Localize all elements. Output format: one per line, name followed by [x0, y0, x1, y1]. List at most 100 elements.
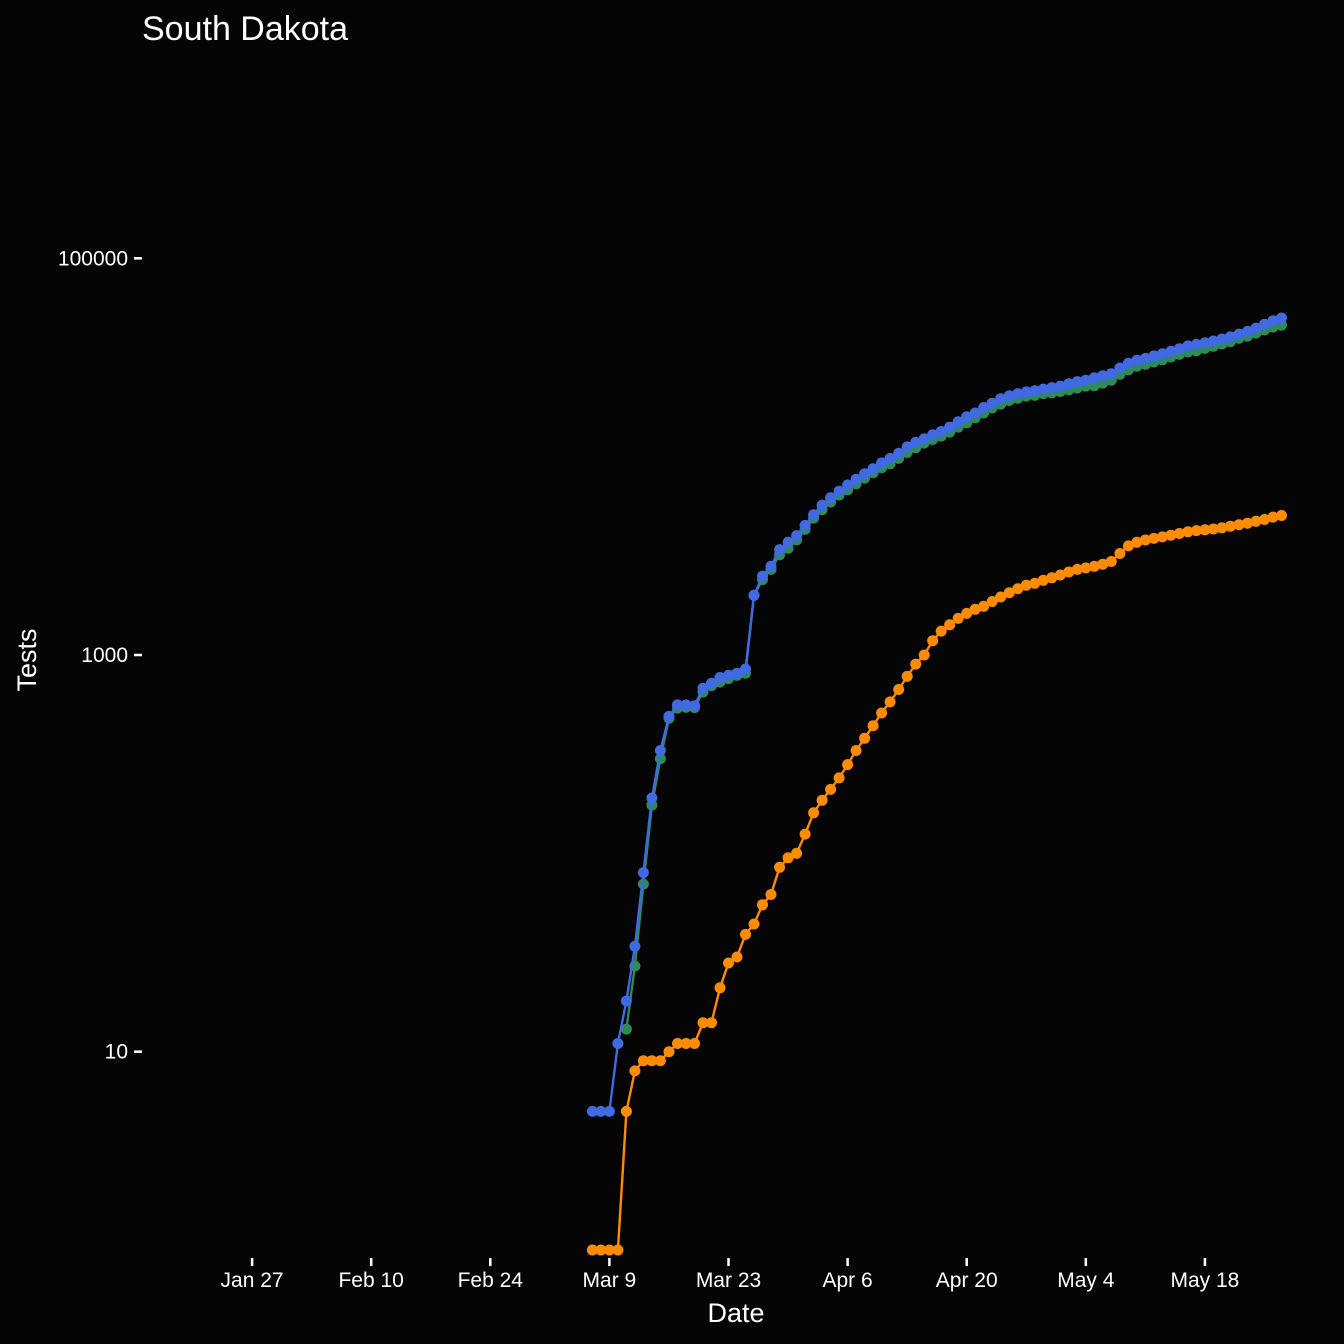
data-point: [620, 1105, 632, 1117]
data-point: [586, 1105, 598, 1117]
data-point: [1088, 560, 1100, 572]
data-point: [697, 1017, 709, 1029]
data-point: [850, 473, 862, 485]
data-point: [731, 667, 743, 679]
data-point: [1190, 338, 1202, 350]
data-point: [646, 1055, 658, 1067]
data-point: [833, 485, 845, 497]
data-point: [1242, 517, 1253, 529]
data-point: [1105, 556, 1117, 567]
data-point: [884, 696, 896, 708]
data-point: [629, 1065, 641, 1077]
x-tick-label: Mar 9: [583, 1269, 637, 1292]
data-point: [1071, 376, 1083, 388]
data-point: [1148, 532, 1160, 544]
data-point: [1259, 318, 1270, 330]
data-point: [969, 603, 981, 615]
data-point: [595, 1105, 607, 1117]
y-tick-label: 10: [105, 1041, 128, 1064]
data-point: [1063, 566, 1075, 578]
data-point: [1122, 540, 1134, 552]
data-point: [1097, 558, 1109, 570]
data-point: [672, 1038, 683, 1049]
data-point: [1071, 563, 1083, 575]
data-point: [620, 1023, 632, 1035]
data-point: [859, 732, 871, 744]
data-point: [978, 600, 990, 612]
x-tick-label: Feb 24: [458, 1269, 524, 1292]
data-point: [1037, 383, 1049, 395]
series-layer: [586, 312, 1287, 1256]
data-point: [1224, 331, 1236, 343]
data-point: [978, 402, 990, 413]
data-point: [842, 759, 854, 771]
data-point: [1029, 385, 1041, 397]
data-point: [697, 682, 709, 694]
data-point: [714, 982, 726, 994]
series-1: [586, 312, 1287, 1117]
data-point: [620, 995, 632, 1007]
data-point: [765, 560, 777, 572]
data-point: [1020, 386, 1032, 398]
data-point: [884, 452, 896, 464]
data-point: [1003, 390, 1015, 402]
series-2: [586, 510, 1287, 1256]
data-point: [1080, 374, 1092, 386]
data-point: [1199, 524, 1211, 536]
x-tick-label: Apr 6: [823, 1269, 873, 1292]
x-tick-label: May 4: [1057, 1269, 1115, 1292]
data-point: [1233, 519, 1245, 531]
data-point: [1088, 380, 1100, 392]
data-point: [1216, 333, 1228, 345]
data-point: [1131, 354, 1143, 366]
x-tick-label: Apr 20: [936, 1269, 998, 1292]
data-point: [1267, 511, 1279, 523]
data-point: [1173, 528, 1185, 539]
data-point: [825, 783, 837, 795]
data-point: [765, 889, 777, 900]
data-point: [791, 847, 803, 859]
data-point: [1276, 510, 1287, 521]
data-point: [748, 918, 760, 930]
data-point: [680, 1038, 692, 1049]
data-point: [1207, 335, 1219, 347]
data-point: [901, 670, 913, 682]
data-point: [995, 393, 1007, 405]
data-point: [825, 492, 837, 504]
data-point: [595, 1244, 607, 1256]
data-point: [654, 745, 666, 756]
data-point: [935, 625, 947, 637]
data-point: [918, 433, 930, 445]
y-axis-ticks: 10 1000 100000: [58, 247, 142, 1064]
data-point: [1259, 514, 1270, 525]
data-point: [1190, 525, 1202, 537]
x-axis-title: Date: [707, 1298, 764, 1328]
data-point: [1105, 368, 1117, 380]
data-point: [706, 1017, 717, 1029]
data-point: [1131, 536, 1143, 548]
data-point: [1037, 574, 1049, 586]
y-axis-title: Tests: [12, 628, 42, 691]
data-point: [1012, 388, 1024, 400]
data-point: [1080, 562, 1092, 574]
data-point: [646, 792, 658, 804]
data-point: [833, 772, 845, 784]
data-point: [637, 867, 649, 879]
data-point: [1122, 357, 1134, 369]
data-point: [1114, 362, 1126, 374]
data-point: [918, 649, 930, 661]
data-point: [952, 612, 964, 624]
data-point: [689, 700, 700, 712]
x-tick-label: Feb 10: [338, 1269, 403, 1292]
data-point: [1046, 572, 1058, 584]
data-point: [1114, 548, 1126, 559]
data-point: [893, 447, 905, 459]
data-point: [774, 544, 786, 556]
data-point: [706, 677, 717, 689]
data-point: [654, 1055, 666, 1067]
data-point: [1088, 372, 1100, 384]
data-point: [859, 468, 871, 480]
data-point: [1250, 322, 1262, 334]
data-point: [757, 899, 768, 911]
